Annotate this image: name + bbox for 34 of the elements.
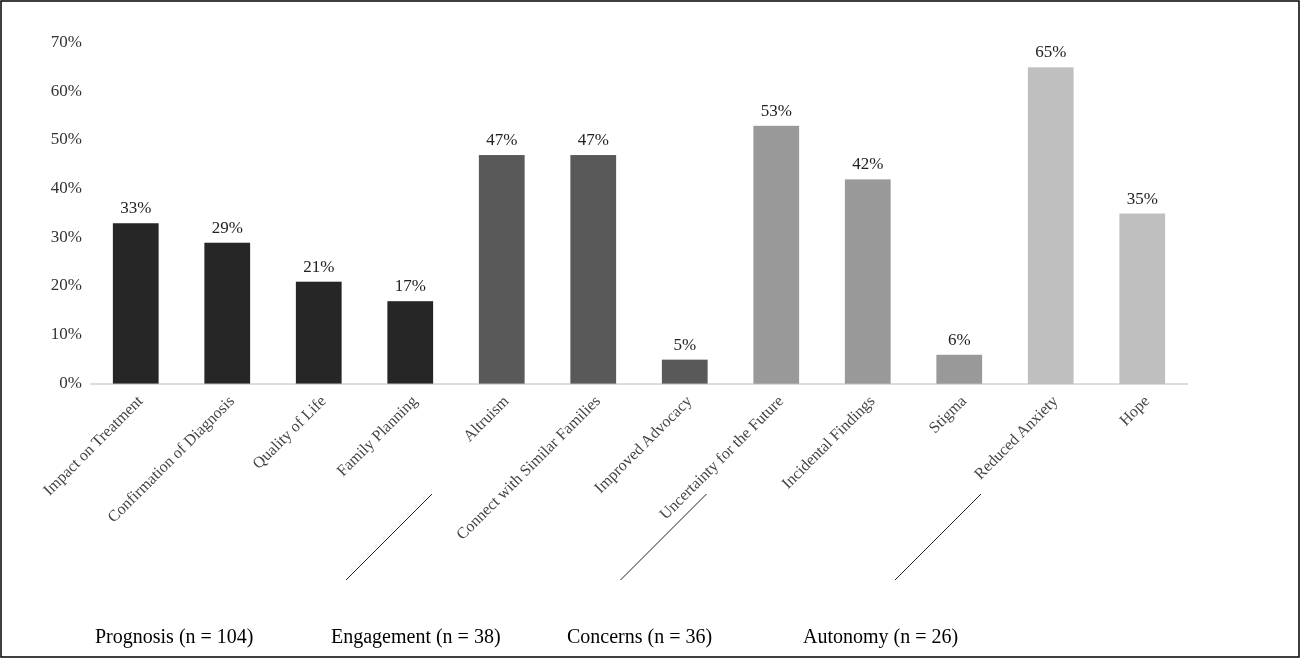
text: Autonomy (n = 26) (803, 625, 959, 648)
data-label: 17% (394, 276, 426, 296)
bar (478, 155, 525, 384)
y-tick-label: 10% (50, 324, 82, 344)
bar (753, 125, 800, 384)
bar (661, 359, 708, 384)
y-tick-label: 60% (50, 80, 82, 100)
data-label: 6% (947, 329, 971, 349)
data-label: 21% (303, 256, 335, 276)
data-label: 65% (1035, 42, 1067, 62)
data-label: 33% (120, 198, 152, 218)
bar (295, 281, 342, 384)
text: Prognosis (n = 104) (95, 625, 254, 648)
data-label: 5% (673, 334, 697, 354)
y-tick-label: 0% (59, 372, 82, 392)
data-label: 29% (211, 217, 243, 237)
text: Concerns (n = 36) (567, 625, 713, 648)
y-tick-label: 40% (50, 178, 82, 198)
data-label: 47% (577, 130, 609, 150)
y-tick-label: 20% (50, 275, 82, 295)
bar (570, 155, 617, 384)
y-tick-label: 30% (50, 226, 82, 246)
text: Engagement (n = 38) (331, 625, 501, 648)
bar (844, 179, 891, 384)
bar (112, 223, 159, 384)
bar (204, 242, 251, 384)
data-label: 47% (486, 130, 518, 150)
data-label: 53% (760, 100, 792, 120)
bar (936, 354, 983, 384)
y-tick-label: 70% (50, 31, 82, 51)
data-label: 35% (1126, 188, 1158, 208)
bar (387, 301, 434, 384)
data-label: 42% (852, 154, 884, 174)
y-tick-label: 50% (50, 129, 82, 149)
